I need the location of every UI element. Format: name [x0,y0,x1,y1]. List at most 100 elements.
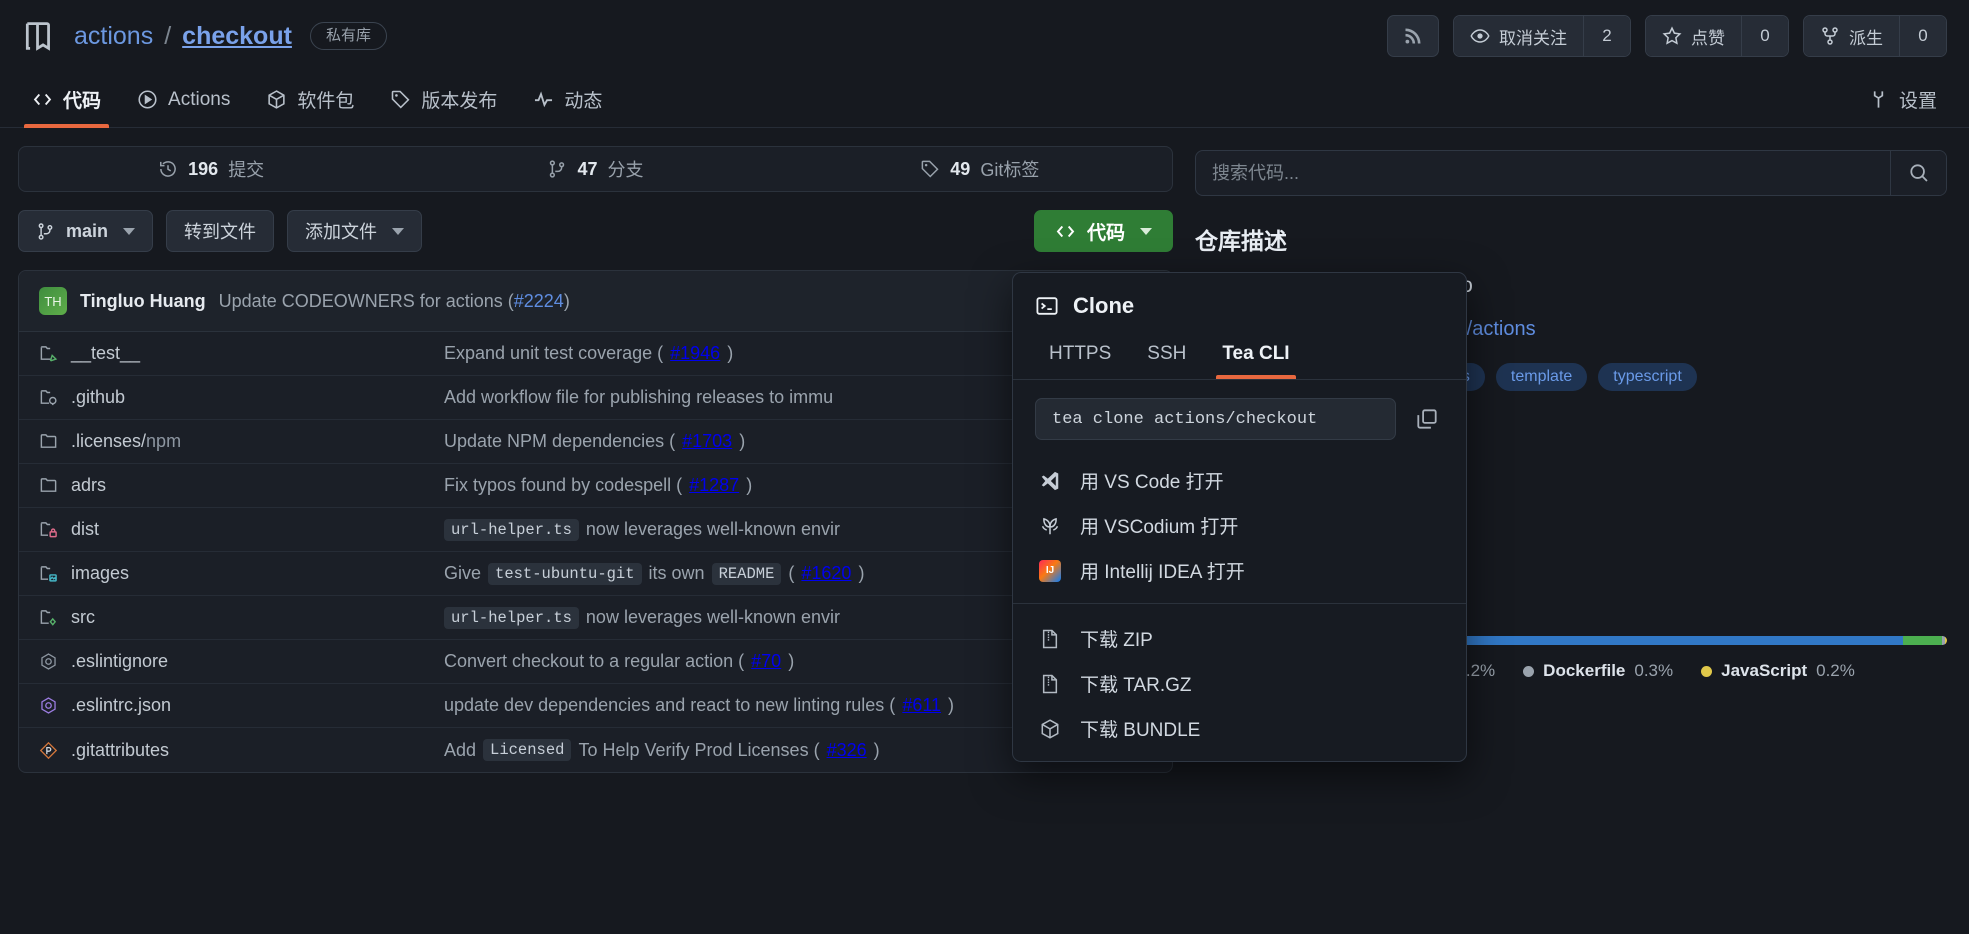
msg-text: Fix typos found by codespell ( [444,475,683,495]
table-row[interactable]: src url-helper.ts now leverages well-know… [19,596,1172,640]
download-targz[interactable]: 下载 TAR.GZ [1013,661,1466,706]
msg-ref-link[interactable]: #1703 [682,431,733,451]
tab-settings[interactable]: 设置 [1854,72,1951,128]
commit-message-text: Update CODEOWNERS for actions ( [218,290,514,311]
open-in-vscode[interactable]: 用 VS Code 打开 [1013,458,1466,503]
star-button[interactable]: 点赞 [1646,16,1742,56]
avatar[interactable]: TH [39,287,67,315]
msg-ref-link[interactable]: #1946 [670,343,721,363]
clone-url-field[interactable]: tea clone actions/checkout [1035,398,1396,440]
search-icon[interactable] [1890,151,1946,195]
language-segment-shell [1903,636,1943,645]
file-commit-message: Update NPM dependencies (#1703) [444,431,1152,452]
watch-button[interactable]: 取消关注 [1454,16,1584,56]
commit-ref-link[interactable]: #2224 [513,290,564,311]
language-segment-typescript [1195,636,1904,645]
msg-ref-link[interactable]: #326 [826,739,867,760]
wrench-icon [1868,89,1889,110]
msg-ref-link[interactable]: #70 [751,651,782,671]
file-link[interactable]: __test__ [71,343,141,363]
tab-releases[interactable]: 版本发布 [376,72,511,128]
file-link[interactable]: .gitattributes [71,739,170,760]
download-zip-label: 下载 ZIP [1080,630,1153,651]
topic-chip[interactable]: typescript [1598,363,1697,391]
clone-tab-tea-cli[interactable]: Tea CLI [1208,333,1303,379]
msg-ref-link[interactable]: #611 [902,695,942,715]
fork-button[interactable]: 派生 [1804,16,1900,56]
msg-ref-link[interactable]: #1287 [689,475,740,495]
watch-button-group[interactable]: 取消关注 2 [1453,15,1631,57]
status-badge-visibility: 私有库 [309,22,387,50]
download-zip[interactable]: 下载 ZIP [1013,616,1466,661]
fork-count[interactable]: 0 [1900,16,1946,56]
file-link[interactable]: adrs [71,475,107,495]
watch-label: 取消关注 [1499,28,1567,48]
msg-text: Update NPM dependencies ( [444,431,676,451]
copy-icon[interactable] [1410,402,1444,436]
code-button[interactable]: 代码 [1033,210,1173,252]
open-in-vscodium[interactable]: 用 VSCodium 打开 [1013,503,1466,548]
inline-code: url-helper.ts [444,518,579,541]
table-row[interactable]: .github Add workflow file for publishing… [19,376,1172,420]
open-in-intellij-label: 用 Intellij IDEA 打开 [1080,562,1245,583]
file-name-cell: dist [39,519,444,540]
table-row[interactable]: .licenses/npm Update NPM dependencies ( #… [19,420,1172,464]
msg-text: now leverages well-known envir [585,519,841,539]
table-row[interactable]: __test__ Expand unit test coverage (#194… [19,332,1172,376]
table-row[interactable]: .gitattributes Add Licensed To Help Verify… [19,728,1172,772]
table-row[interactable]: dist url-helper.ts now leverages well-kno… [19,508,1172,552]
search-code-box[interactable] [1195,150,1947,196]
fork-button-group[interactable]: 派生 0 [1803,15,1947,57]
clone-tabs: HTTPS SSH Tea CLI [1013,333,1466,380]
chevron-down-icon [392,227,405,235]
commit-author[interactable]: Tingluo Huang [80,290,206,311]
file-link[interactable]: .licenses/npm [71,431,181,452]
file-link[interactable]: images [71,563,130,583]
dir-icon [39,476,58,495]
goto-file-button[interactable]: 转到文件 [166,210,275,252]
tab-code[interactable]: 代码 [18,72,115,128]
rss-icon[interactable] [1387,15,1439,57]
branch-selector[interactable]: main [18,210,154,252]
breadcrumb-owner[interactable]: actions [74,21,154,50]
table-row[interactable]: .eslintignore Convert checkout to a regu… [19,640,1172,684]
bundle-icon [1037,718,1063,740]
language-legend-item[interactable]: Dockerfile 0.3% [1523,661,1673,681]
file-name-cell: .eslintrc.json [39,695,444,716]
table-row[interactable]: .eslintrc.json update dev dependencies a… [19,684,1172,728]
msg-ref-link[interactable]: #1620 [801,563,852,583]
download-bundle[interactable]: 下载 BUNDLE [1013,706,1466,751]
star-button-group[interactable]: 点赞 0 [1645,15,1789,57]
tab-packages[interactable]: 软件包 [252,72,368,128]
add-file-button[interactable]: 添加文件 [287,210,423,252]
clone-tab-ssh[interactable]: SSH [1147,343,1187,364]
table-row[interactable]: adrs Fix typos found by codespell ( #1287… [19,464,1172,508]
eslint-icon [39,696,58,715]
table-row[interactable]: images Give test-ubuntu-git its own README(… [19,552,1172,596]
language-legend-item[interactable]: JavaScript 0.2% [1701,661,1855,681]
tab-actions[interactable]: Actions [123,72,244,128]
language-dot [1523,665,1535,677]
msg-text-2: its own [648,563,705,583]
watch-count[interactable]: 2 [1584,16,1630,56]
file-link[interactable]: .eslintrc.json [71,695,172,715]
msg-tail: ) [873,739,880,760]
file-link[interactable]: .github [71,387,126,407]
dir-icon [39,432,58,451]
topic-chip[interactable]: template [1495,363,1588,391]
open-in-intellij[interactable]: IJ 用 Intellij IDEA 打开 [1013,548,1466,593]
file-link[interactable]: src [71,607,95,627]
stat-commits[interactable]: 196 提交 [19,156,403,182]
stat-tags[interactable]: 49 Git标签 [788,156,1172,182]
star-count[interactable]: 0 [1742,16,1788,56]
msg-tail: ) [788,651,795,671]
tab-code-label: 代码 [63,91,102,112]
file-link[interactable]: dist [71,519,100,539]
search-input[interactable] [1196,151,1890,195]
breadcrumb-repo-name[interactable]: checkout [182,21,292,50]
language-segment-javascript [1944,636,1947,645]
tab-activity[interactable]: 动态 [519,72,616,128]
clone-tab-https[interactable]: HTTPS [1049,343,1112,364]
file-link[interactable]: .eslintignore [71,651,169,671]
stat-branches[interactable]: 47 分支 [403,156,787,182]
